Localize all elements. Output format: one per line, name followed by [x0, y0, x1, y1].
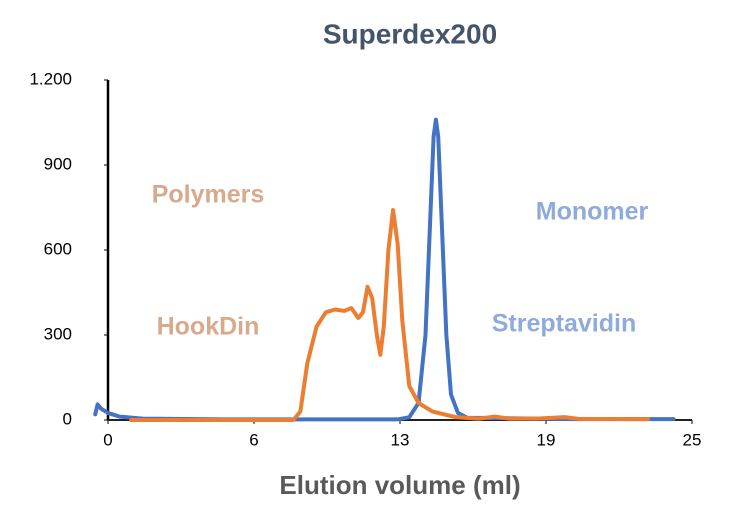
series-line — [93, 117, 676, 422]
x-tick-label: 19 — [537, 430, 556, 449]
y-tick-label: 900 — [44, 154, 72, 173]
chart-title: Superdex200 — [323, 18, 497, 49]
x-tick-label: 13 — [391, 430, 410, 449]
annotation: Polymers — [152, 181, 265, 209]
y-tick-label: 600 — [44, 239, 72, 258]
y-tick-label: 300 — [44, 324, 72, 343]
annotation: Streptavidin — [492, 310, 636, 338]
x-tick-label: 6 — [249, 430, 258, 449]
series-line — [129, 208, 650, 422]
y-tick-label: 0 — [63, 409, 72, 428]
y-tick-label: 1.200 — [29, 69, 72, 88]
x-axis-label: Elution volume (ml) — [279, 470, 520, 500]
x-tick-label: 0 — [103, 430, 112, 449]
annotation: HookDin — [157, 313, 260, 341]
x-tick-label: 25 — [683, 430, 702, 449]
annotation: Monomer — [536, 198, 649, 226]
